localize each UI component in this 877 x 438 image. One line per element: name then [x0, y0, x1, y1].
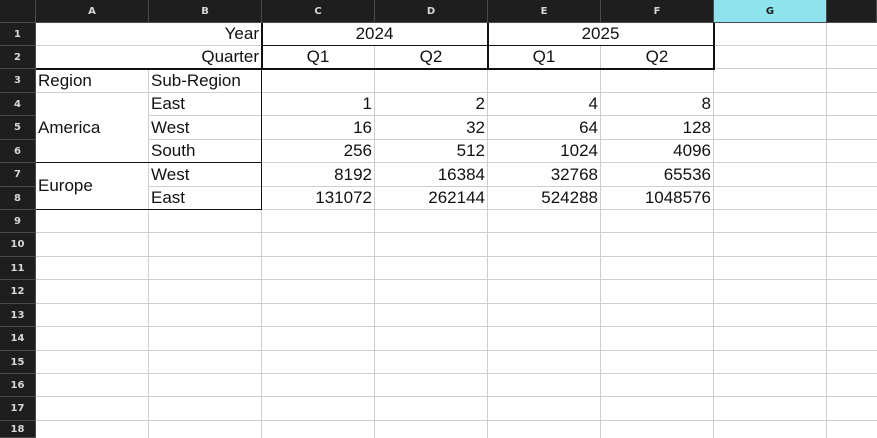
cell-e2[interactable]: Q1 [532, 47, 556, 66]
row-header-11[interactable]: 11 [0, 257, 36, 280]
cell-border [261, 45, 715, 46]
cell-e4[interactable]: 4 [588, 94, 598, 113]
gridline [261, 23, 262, 438]
gridline [487, 23, 488, 438]
row-header-2[interactable]: 2 [0, 46, 36, 69]
cell-border [261, 69, 262, 210]
gridline [36, 279, 877, 280]
gridline [36, 115, 877, 116]
gridline [148, 23, 149, 438]
row-header-15[interactable]: 15 [0, 351, 36, 374]
cell-c5[interactable]: 16 [353, 117, 372, 137]
cell-region-america[interactable]: America [36, 93, 148, 162]
gridline [36, 303, 877, 304]
cell-d4[interactable]: 2 [475, 94, 485, 113]
cell-border [713, 23, 715, 70]
gridline [36, 350, 877, 351]
row-header-18[interactable]: 18 [0, 421, 36, 438]
column-header-c[interactable]: C [262, 0, 375, 23]
cell-border [36, 68, 715, 70]
select-all-corner[interactable] [0, 0, 36, 23]
row-header-13[interactable]: 13 [0, 304, 36, 327]
cell-b8[interactable]: East [151, 188, 186, 207]
row-header-4[interactable]: 4 [0, 93, 36, 116]
cell-f7[interactable]: 65536 [663, 164, 711, 184]
row-header-8[interactable]: 8 [0, 187, 36, 210]
cell-region-europe[interactable]: Europe [36, 163, 148, 209]
cell-region-header[interactable]: Region [38, 70, 92, 90]
column-header-g[interactable]: G [714, 0, 827, 23]
cell-d2[interactable]: Q2 [419, 47, 443, 66]
gridline [713, 23, 714, 438]
gridline [600, 23, 601, 438]
cell-b5[interactable]: West [151, 117, 190, 137]
row-header-12[interactable]: 12 [0, 280, 36, 304]
cell-c4[interactable]: 1 [362, 94, 372, 113]
cell-f4[interactable]: 8 [701, 94, 711, 113]
row-header-16[interactable]: 16 [0, 374, 36, 397]
cell-f2[interactable]: Q2 [645, 47, 669, 66]
column-header-a[interactable]: A [36, 0, 149, 23]
cell-e7[interactable]: 32768 [550, 164, 598, 184]
gridline [36, 396, 877, 397]
gridline [36, 256, 877, 257]
cell-c2[interactable]: Q1 [306, 47, 330, 66]
cell-e8[interactable]: 524288 [541, 188, 598, 207]
gridline [36, 326, 877, 327]
cell-d7[interactable]: 16384 [437, 164, 485, 184]
column-header-d[interactable]: D [375, 0, 488, 23]
cell-quarter-label[interactable]: Quarter [36, 46, 261, 68]
column-header-b[interactable]: B [149, 0, 262, 23]
cell-d8[interactable]: 262144 [428, 188, 485, 207]
row-header-17[interactable]: 17 [0, 397, 36, 421]
gridline [826, 23, 827, 438]
cell-year-2024[interactable]: 2024 [262, 23, 487, 45]
gridline [36, 373, 877, 374]
gridline [36, 232, 877, 233]
column-header-h[interactable] [827, 0, 877, 23]
gridline [36, 186, 877, 187]
cell-b6[interactable]: South [151, 141, 196, 160]
cell-border [487, 23, 489, 70]
cell-year-2025[interactable]: 2025 [488, 23, 713, 45]
cell-f6[interactable]: 4096 [673, 141, 711, 160]
gridline [36, 139, 877, 140]
cell-year-label[interactable]: Year [36, 23, 261, 45]
gridline [374, 23, 375, 438]
row-header-7[interactable]: 7 [0, 163, 36, 187]
row-header-1[interactable]: 1 [0, 23, 36, 46]
cell-f8[interactable]: 1048576 [644, 188, 711, 207]
cell-border [36, 162, 262, 163]
cell-border [36, 209, 262, 210]
row-header-9[interactable]: 9 [0, 210, 36, 233]
cell-c6[interactable]: 256 [343, 141, 372, 160]
row-header-6[interactable]: 6 [0, 140, 36, 163]
cell-b7[interactable]: West [151, 164, 190, 184]
cell-e6[interactable]: 1024 [560, 141, 598, 160]
cell-f5[interactable]: 128 [682, 117, 711, 137]
gridline [36, 209, 877, 210]
cell-b4[interactable]: East [151, 94, 186, 113]
cell-subregion-header[interactable]: Sub-Region [151, 70, 241, 90]
cell-c8[interactable]: 131072 [315, 188, 372, 207]
cell-d6[interactable]: 512 [456, 141, 485, 160]
column-header-f[interactable]: F [601, 0, 714, 23]
cell-d5[interactable]: 32 [466, 117, 485, 137]
row-header-14[interactable]: 14 [0, 327, 36, 351]
row-header-5[interactable]: 5 [0, 116, 36, 140]
cell-e5[interactable]: 64 [579, 117, 598, 137]
gridline [36, 92, 877, 93]
column-header-e[interactable]: E [488, 0, 601, 23]
gridline [36, 162, 877, 163]
cell-c7[interactable]: 8192 [334, 164, 372, 184]
gridline [36, 420, 877, 421]
cell-border [261, 23, 263, 70]
row-header-10[interactable]: 10 [0, 233, 36, 257]
row-header-3[interactable]: 3 [0, 69, 36, 93]
